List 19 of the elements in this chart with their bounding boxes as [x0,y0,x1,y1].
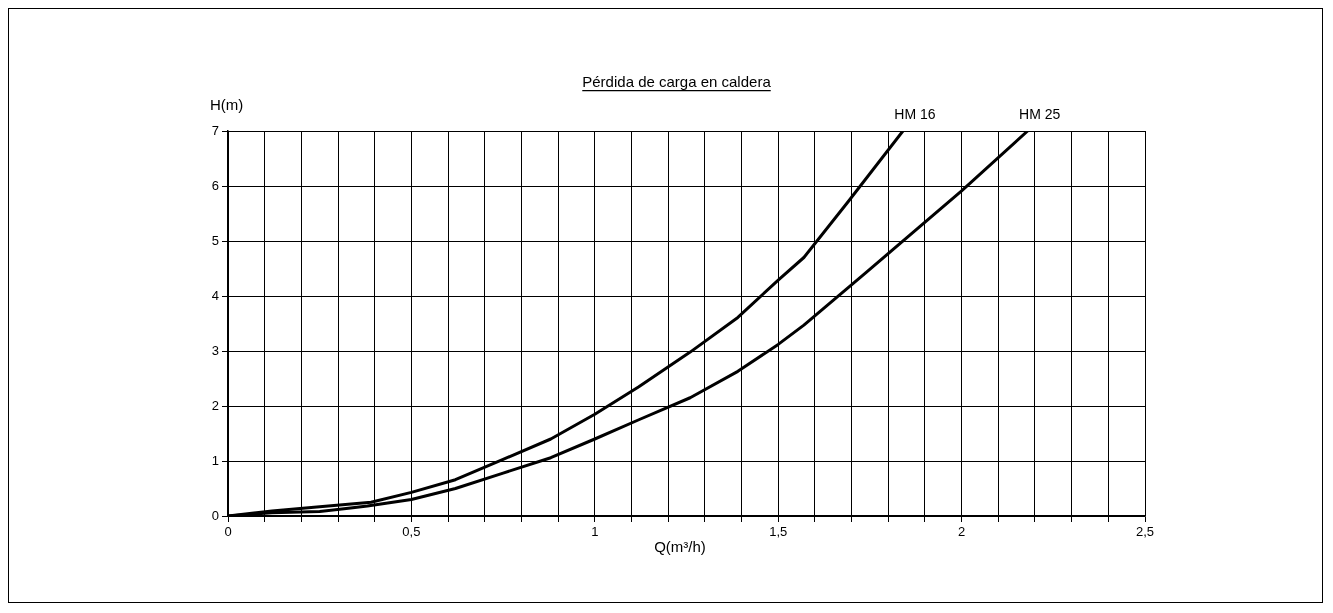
x-axis-title: Q(m³/h) [653,538,707,555]
y-tick-label: 2 [211,397,219,413]
y-tick-label: 4 [211,287,219,303]
x-tick-label: 1 [591,524,599,540]
series-label: HM 16 [894,106,936,122]
x-tick-label: 2,5 [1135,524,1155,540]
y-axis-title: H(m) [210,96,244,113]
y-tick-label: 0 [211,507,219,523]
y-tick-label: 3 [211,342,219,358]
y-tick-label: 6 [211,177,219,193]
series-label: HM 25 [1019,106,1061,122]
y-tick-label: 7 [211,122,219,138]
x-tick-label: 0 [224,524,232,540]
y-tick-label: 5 [211,232,219,248]
x-tick-label: 1,5 [769,524,788,540]
chart-title: Pérdida de carga en caldera [582,73,772,90]
x-tick-label: 2 [957,524,966,540]
y-tick-label: 1 [211,452,219,468]
x-tick-label: 0,5 [402,524,421,540]
